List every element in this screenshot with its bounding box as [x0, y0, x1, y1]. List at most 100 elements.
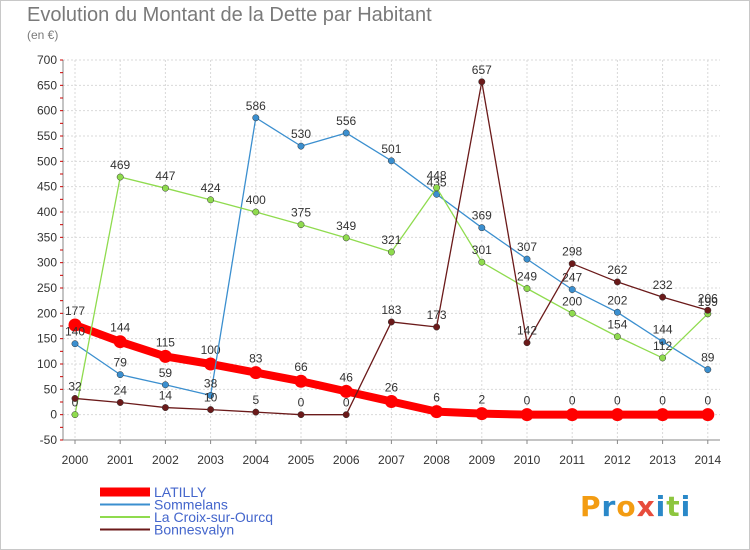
data-point — [659, 354, 667, 362]
data-point — [342, 234, 350, 242]
data-point — [568, 286, 576, 293]
y-tick-label: 200 — [37, 306, 57, 320]
x-tick-label: 2000 — [62, 453, 89, 467]
data-label: 46 — [340, 370, 354, 384]
y-tick-label: -50 — [40, 433, 58, 447]
data-point — [116, 399, 124, 406]
data-point — [249, 366, 263, 380]
x-tick-label: 2007 — [378, 453, 405, 467]
y-tick-label: 500 — [37, 154, 57, 168]
data-point — [387, 318, 395, 326]
x-tick-label: 2014 — [694, 453, 721, 467]
data-point — [610, 408, 624, 422]
data-label: 144 — [110, 321, 130, 335]
data-point — [523, 255, 531, 263]
logo-letter: P — [580, 490, 602, 523]
y-tick-label: 650 — [37, 78, 57, 92]
data-point — [613, 308, 621, 316]
data-point — [294, 374, 308, 388]
x-tick-label: 2010 — [514, 453, 541, 467]
y-tick-label: 700 — [37, 53, 57, 67]
data-point — [161, 404, 169, 412]
data-label: 301 — [472, 243, 492, 257]
data-label: 112 — [653, 339, 672, 353]
data-point — [384, 394, 398, 408]
data-label: 307 — [517, 240, 537, 254]
data-label: 6 — [433, 391, 440, 405]
data-point — [478, 258, 486, 266]
data-label: 375 — [291, 206, 311, 220]
y-tick-label: 150 — [37, 332, 57, 346]
logo-letter: t — [666, 490, 681, 523]
data-label: 14 — [159, 389, 173, 403]
data-label: 435 — [427, 175, 447, 189]
data-label: 400 — [246, 193, 266, 207]
data-label: 249 — [517, 270, 537, 284]
data-label: 59 — [159, 366, 173, 380]
y-tick-label: 300 — [37, 256, 57, 270]
data-label: 115 — [156, 335, 175, 349]
data-point — [252, 208, 260, 216]
data-label: 424 — [201, 181, 221, 195]
proxiti-logo: Proxiti — [580, 490, 691, 523]
data-label: 262 — [607, 263, 627, 277]
data-label: 2 — [478, 393, 485, 407]
x-tick-label: 2005 — [288, 453, 315, 467]
data-label: 0 — [614, 394, 621, 408]
logo-letter: r — [601, 490, 617, 523]
data-point — [204, 357, 218, 371]
data-point — [701, 408, 715, 422]
data-point — [71, 395, 79, 402]
data-point — [433, 323, 441, 331]
data-point — [207, 196, 215, 204]
data-label: 321 — [381, 233, 401, 247]
data-point — [523, 339, 531, 347]
data-point — [113, 335, 127, 349]
data-point — [659, 338, 667, 346]
data-point — [475, 407, 489, 421]
data-point — [116, 173, 124, 181]
data-label: 501 — [381, 142, 401, 156]
data-point — [68, 318, 82, 332]
data-point — [207, 391, 215, 399]
data-point — [116, 371, 124, 379]
logo-letter: x — [636, 490, 656, 523]
data-label: 5 — [252, 393, 259, 407]
data-label: 0 — [659, 394, 666, 408]
data-point — [387, 248, 395, 256]
data-label: 183 — [381, 303, 401, 317]
x-tick-label: 2001 — [107, 453, 134, 467]
y-tick-label: 350 — [37, 230, 57, 244]
data-point — [71, 411, 79, 419]
data-point — [297, 411, 305, 419]
data-point — [565, 408, 579, 422]
x-tick-label: 2012 — [604, 453, 631, 467]
data-label: 556 — [336, 114, 356, 128]
logo-letter: i — [655, 490, 667, 523]
data-point — [568, 309, 576, 317]
data-label: 247 — [562, 271, 582, 285]
y-tick-label: 400 — [37, 205, 57, 219]
data-label: 154 — [607, 318, 627, 332]
data-label: 173 — [427, 308, 447, 322]
x-tick-label: 2009 — [468, 453, 495, 467]
data-label: 32 — [68, 379, 82, 393]
data-label: 469 — [110, 158, 130, 172]
data-point — [613, 333, 621, 341]
legend-label: Bonnesvalyn — [154, 522, 234, 538]
logo-letter: o — [616, 490, 637, 523]
data-point — [161, 184, 169, 192]
x-tick-label: 2006 — [333, 453, 360, 467]
y-tick-label: 100 — [37, 357, 57, 371]
data-label: 100 — [201, 343, 221, 357]
data-point — [297, 221, 305, 229]
data-point — [520, 408, 534, 422]
chart-subtitle: (en €) — [27, 28, 59, 42]
x-tick-label: 2004 — [242, 453, 269, 467]
data-label: 232 — [653, 278, 673, 292]
y-tick-label: 550 — [37, 129, 57, 143]
x-tick-label: 2008 — [423, 453, 450, 467]
data-point — [297, 142, 305, 150]
data-point — [252, 408, 260, 416]
